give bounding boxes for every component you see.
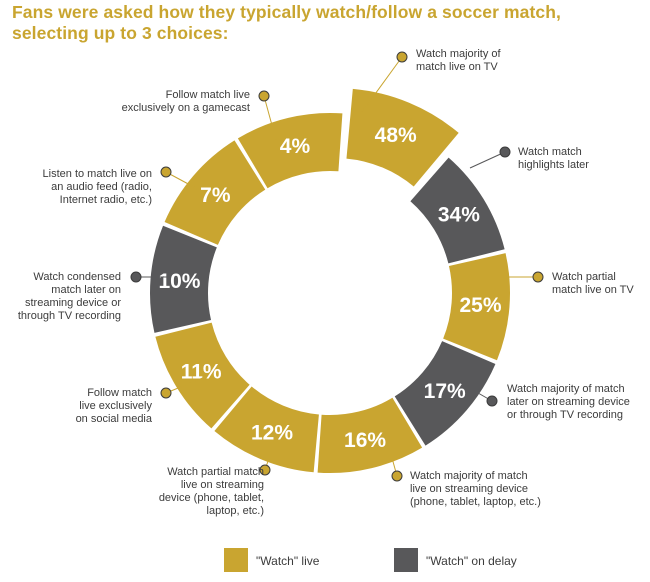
slice-annotation: Watch majority of match live on TV xyxy=(416,48,502,73)
annotation-leader-line xyxy=(361,56,403,113)
slice-value-label: 16% xyxy=(344,429,386,452)
legend: "Watch" live "Watch" on delay xyxy=(224,548,517,572)
legend-label-delay: "Watch" on delay xyxy=(426,554,517,568)
slice-annotation-line: or through TV recording xyxy=(507,409,623,421)
slice-value-label: 7% xyxy=(200,184,231,207)
donut-slices xyxy=(150,88,510,473)
slice-value-label: 34% xyxy=(438,203,480,226)
annotation-leaders xyxy=(130,51,544,482)
slice-value-label: 11% xyxy=(181,361,222,384)
slice-annotation-line: streaming device or xyxy=(25,297,121,309)
legend-swatch-live xyxy=(224,548,248,572)
donut-slice-17 xyxy=(394,341,496,446)
annotation-dot xyxy=(130,271,142,283)
slice-annotation-line: device (phone, tablet, xyxy=(159,492,264,504)
slice-value-labels: 48% 34% 25% 17% 16% 12% 11% 10% 7% 4% xyxy=(158,124,501,452)
slice-annotation-line: live on streaming xyxy=(181,479,264,491)
slice-annotation-line: exclusively on a gamecast xyxy=(122,102,250,114)
slice-annotation-line: live exclusively xyxy=(79,400,152,412)
legend-label-live: "Watch" live xyxy=(256,554,320,568)
donut-slice-25 xyxy=(443,253,510,361)
slice-value-label: 48% xyxy=(375,124,417,147)
chart-title: Fans were asked how they typically watch… xyxy=(12,2,642,44)
slice-value-label: 4% xyxy=(280,135,311,158)
slice-annotation-line: Follow match xyxy=(87,387,152,399)
slice-annotation: Watch partial match live on streaming devi… xyxy=(159,466,264,517)
annotation-dot xyxy=(259,464,271,476)
slice-annotation-line: Watch majority of xyxy=(416,48,502,60)
donut-slice-7 xyxy=(164,140,266,245)
slice-annotation: Watch match highlights later xyxy=(518,146,589,171)
slice-annotation-line: match live on TV xyxy=(552,284,634,296)
donut-slice-16 xyxy=(317,397,423,473)
slice-annotation-line: live on streaming device xyxy=(410,483,528,495)
chart-title-line-2: selecting up to 3 choices: xyxy=(12,23,229,43)
slice-annotation: Listen to match live on an audio feed (ra… xyxy=(43,168,152,206)
slice-annotation: Watch partial match live on TV xyxy=(552,271,634,296)
donut-slice-4 xyxy=(237,113,343,189)
annotation-dot xyxy=(486,395,498,407)
annotation-dot xyxy=(391,470,403,482)
annotation-leader-line xyxy=(165,376,206,394)
annotation-leader-line xyxy=(451,377,493,402)
annotation-dot xyxy=(396,51,408,63)
slice-annotation-line: Watch condensed xyxy=(33,271,121,283)
slice-value-label: 10% xyxy=(158,270,200,293)
slice-annotation-line: Watch majority of match xyxy=(410,470,528,482)
slice-annotation-line: laptop, etc.) xyxy=(207,505,264,517)
slice-annotation: Follow match live exclusively on social me… xyxy=(76,387,153,425)
donut-slice-11 xyxy=(155,322,250,429)
slice-annotation-line: through TV recording xyxy=(18,310,121,322)
slice-value-label: 12% xyxy=(251,421,293,444)
donut-slice-34 xyxy=(410,157,505,264)
legend-swatch-delay xyxy=(394,548,418,572)
annotation-leader-line xyxy=(263,95,277,141)
slice-annotation-line: Watch partial match xyxy=(167,466,264,478)
slice-annotation-line: Follow match live xyxy=(166,89,250,101)
slice-annotation: Watch condensed match later on streaming d… xyxy=(18,271,121,322)
slice-annotation-line: (phone, tablet, laptop, etc.) xyxy=(410,496,541,508)
slice-annotation-line: on social media xyxy=(76,413,153,425)
slice-annotation-line: match live on TV xyxy=(416,61,498,73)
slice-annotation-line: Watch majority of match xyxy=(507,383,625,395)
annotation-dot xyxy=(532,271,544,283)
donut-slice-12 xyxy=(214,386,319,473)
annotation-leader-line xyxy=(469,151,506,169)
slice-annotation-line: an audio feed (radio, xyxy=(51,181,152,193)
annotation-dot xyxy=(258,90,270,102)
annotation-leader-line xyxy=(165,171,206,194)
slice-annotation-line: later on streaming device xyxy=(507,396,630,408)
annotation-dot xyxy=(160,387,172,399)
annotation-dot xyxy=(160,166,172,178)
chart-title-line-1: Fans were asked how they typically watch… xyxy=(12,2,561,22)
slice-annotation-line: Internet radio, etc.) xyxy=(60,194,152,206)
slice-annotation-line: match later on xyxy=(51,284,121,296)
slice-value-label: 17% xyxy=(424,380,466,403)
slice-annotation: Watch majority of match live on streaming… xyxy=(410,470,541,508)
slice-annotation-line: highlights later xyxy=(518,159,589,171)
slice-annotation-line: Watch match xyxy=(518,146,582,158)
slice-value-label: 25% xyxy=(460,294,502,317)
donut-slice-10 xyxy=(150,225,217,333)
slice-annotation: Watch majority of match later on streamin… xyxy=(507,383,630,421)
annotation-dot xyxy=(499,146,511,158)
slice-annotation-line: Listen to match live on xyxy=(43,168,152,180)
donut-slice-48 xyxy=(346,88,459,187)
slice-annotation: Follow match live exclusively on a gameca… xyxy=(122,89,250,114)
slice-annotation-line: Watch partial xyxy=(552,271,616,283)
annotation-leader-line xyxy=(386,439,398,477)
